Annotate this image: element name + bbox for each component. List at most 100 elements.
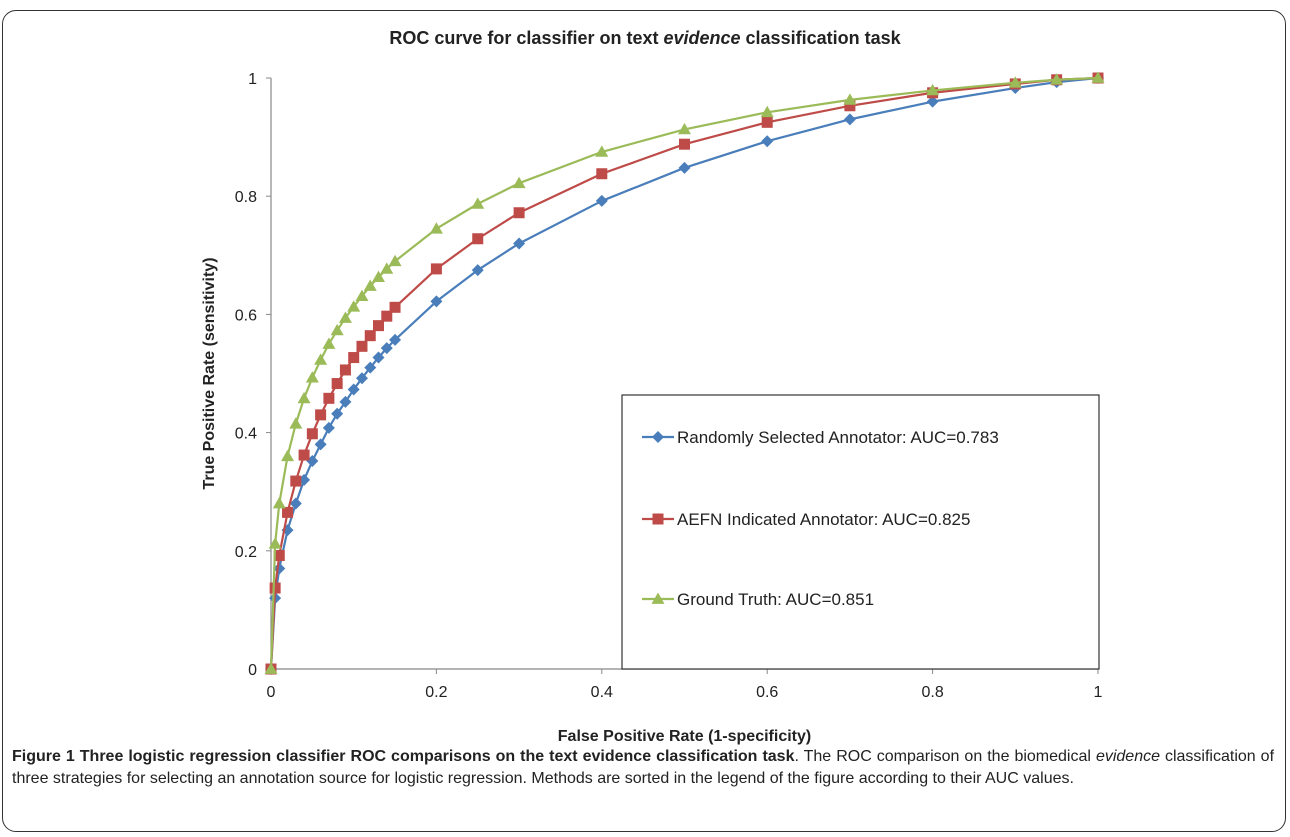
data-point — [843, 93, 857, 105]
x-axis-title: False Positive Rate (1-specificity) — [558, 728, 811, 745]
data-point — [1008, 76, 1022, 88]
data-point — [652, 431, 664, 443]
x-tick-label: 1 — [1094, 684, 1103, 701]
series-line — [269, 76, 1099, 670]
data-point — [513, 237, 526, 250]
data-point — [429, 222, 443, 234]
caption-text-1: . The ROC comparison on the biomedical — [794, 748, 1096, 765]
chart-title-part-1: ROC curve for classifier on text — [389, 28, 664, 48]
chart-title-italic: evidence — [663, 28, 741, 48]
data-point — [331, 407, 344, 420]
chart-title: ROC curve for classifier on text evidenc… — [0, 28, 1290, 49]
data-point — [331, 378, 343, 390]
data-point — [363, 279, 377, 291]
legend-label: Ground Truth: AUC=0.851 — [677, 590, 874, 609]
data-point — [652, 513, 664, 525]
x-tick-label: 0.4 — [591, 684, 613, 701]
data-point — [1050, 73, 1064, 85]
data-point — [264, 662, 278, 674]
y-tick-label: 0 — [248, 662, 257, 679]
data-point — [471, 197, 485, 209]
data-point — [678, 161, 691, 174]
data-point — [380, 342, 393, 355]
data-point — [843, 113, 856, 126]
data-point — [347, 300, 361, 312]
data-point — [338, 311, 352, 323]
data-point — [512, 176, 526, 189]
data-point — [297, 391, 311, 404]
data-point — [373, 320, 385, 332]
data-point — [372, 270, 386, 283]
series-group — [264, 71, 1105, 675]
data-point — [1091, 71, 1105, 83]
caption-text-2: classification of three strategies for s… — [12, 748, 1275, 787]
legend: Randomly Selected Annotator: AUC=0.783 AE… — [621, 394, 1100, 670]
data-point — [298, 449, 310, 461]
caption-bold: Figure 1 Three logistic regression class… — [12, 748, 795, 765]
legend-box — [621, 394, 1100, 670]
legend-label: AEFN Indicated Annotator: AUC=0.825 — [677, 510, 970, 529]
data-point — [471, 264, 484, 277]
data-point — [289, 497, 302, 510]
data-point — [381, 310, 393, 322]
data-point — [314, 438, 327, 451]
data-point — [355, 372, 368, 385]
data-point — [347, 383, 360, 396]
data-point — [372, 351, 385, 364]
y-tick-label: 0.8 — [235, 189, 257, 206]
data-point — [389, 301, 401, 313]
figure-caption: Figure 1 Three logistic regression class… — [12, 746, 1274, 790]
data-point — [678, 122, 691, 135]
data-point — [761, 116, 773, 128]
x-tick-label: 0.8 — [921, 684, 943, 701]
data-point — [430, 263, 442, 275]
data-point — [323, 392, 335, 404]
data-point — [926, 95, 939, 108]
data-point — [282, 506, 294, 518]
data-point — [355, 289, 369, 301]
data-point — [430, 295, 443, 308]
data-point — [761, 135, 774, 148]
y-tick-label: 0.4 — [235, 426, 257, 443]
legend-label: Randomly Selected Annotator: AUC=0.783 — [677, 428, 999, 447]
data-point — [760, 105, 774, 118]
data-point — [679, 138, 690, 150]
data-point — [380, 262, 394, 274]
data-point — [926, 83, 940, 96]
y-tick-label: 1 — [248, 71, 257, 88]
data-point — [388, 254, 402, 267]
legend-item-randomly-selected: Randomly Selected Annotator: AUC=0.783 — [642, 428, 999, 447]
data-point — [356, 340, 368, 352]
data-point — [306, 428, 318, 440]
data-point — [844, 100, 856, 112]
data-point — [339, 364, 351, 376]
data-point — [281, 449, 295, 462]
data-point — [273, 550, 285, 562]
data-point — [322, 421, 335, 434]
x-tick-label: 0 — [267, 684, 276, 701]
series-ground-truth — [264, 71, 1105, 674]
data-point — [290, 475, 302, 487]
y-axis-title: True Positive Rate (sensitivity) — [201, 257, 218, 489]
data-point — [348, 352, 360, 364]
caption-italic: evidence — [1095, 748, 1160, 765]
data-point — [322, 337, 336, 349]
legend-item-ground-truth: Ground Truth: AUC=0.851 — [642, 590, 874, 609]
data-point — [272, 497, 286, 509]
data-point — [315, 409, 327, 421]
x-tick-label: 0.6 — [756, 684, 778, 701]
data-point — [389, 333, 402, 346]
data-point — [339, 395, 352, 408]
data-point — [330, 323, 344, 336]
data-point — [289, 417, 303, 429]
data-point — [364, 361, 377, 374]
legend-item-aefn-indicated: AEFN Indicated Annotator: AUC=0.825 — [642, 510, 970, 529]
data-point — [513, 207, 525, 219]
y-tick-label: 0.6 — [235, 307, 257, 324]
data-point — [268, 537, 282, 549]
x-tick-label: 0.2 — [425, 684, 447, 701]
data-point — [595, 145, 609, 157]
data-point — [651, 592, 665, 604]
data-point — [269, 582, 281, 594]
